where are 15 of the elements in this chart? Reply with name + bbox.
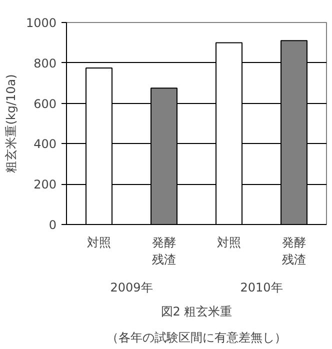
text: 2010年 <box>240 280 283 294</box>
y-tick-label: 0 <box>48 218 57 232</box>
x-tick-label: 対照 <box>217 236 241 250</box>
text: 2009年 <box>110 280 153 294</box>
y-tick-label: 400 <box>34 137 56 152</box>
y-tick-label: 1000 <box>26 16 57 30</box>
x-tick-label: 発酵残渣 <box>152 236 176 266</box>
y-axis-title: 粗玄米重(kg/10a) <box>4 74 18 173</box>
x-tick-label: 対照 <box>87 236 111 250</box>
y-tick-label: 200 <box>34 178 56 192</box>
y-tick-label: 600 <box>34 96 56 111</box>
y-tick-label: 800 <box>34 56 56 70</box>
text: （各年の試験区間に有意差無し） <box>106 330 286 344</box>
text: 図2 粗玄米重 <box>160 304 232 318</box>
x-tick-label: 発酵残渣 <box>282 236 306 266</box>
